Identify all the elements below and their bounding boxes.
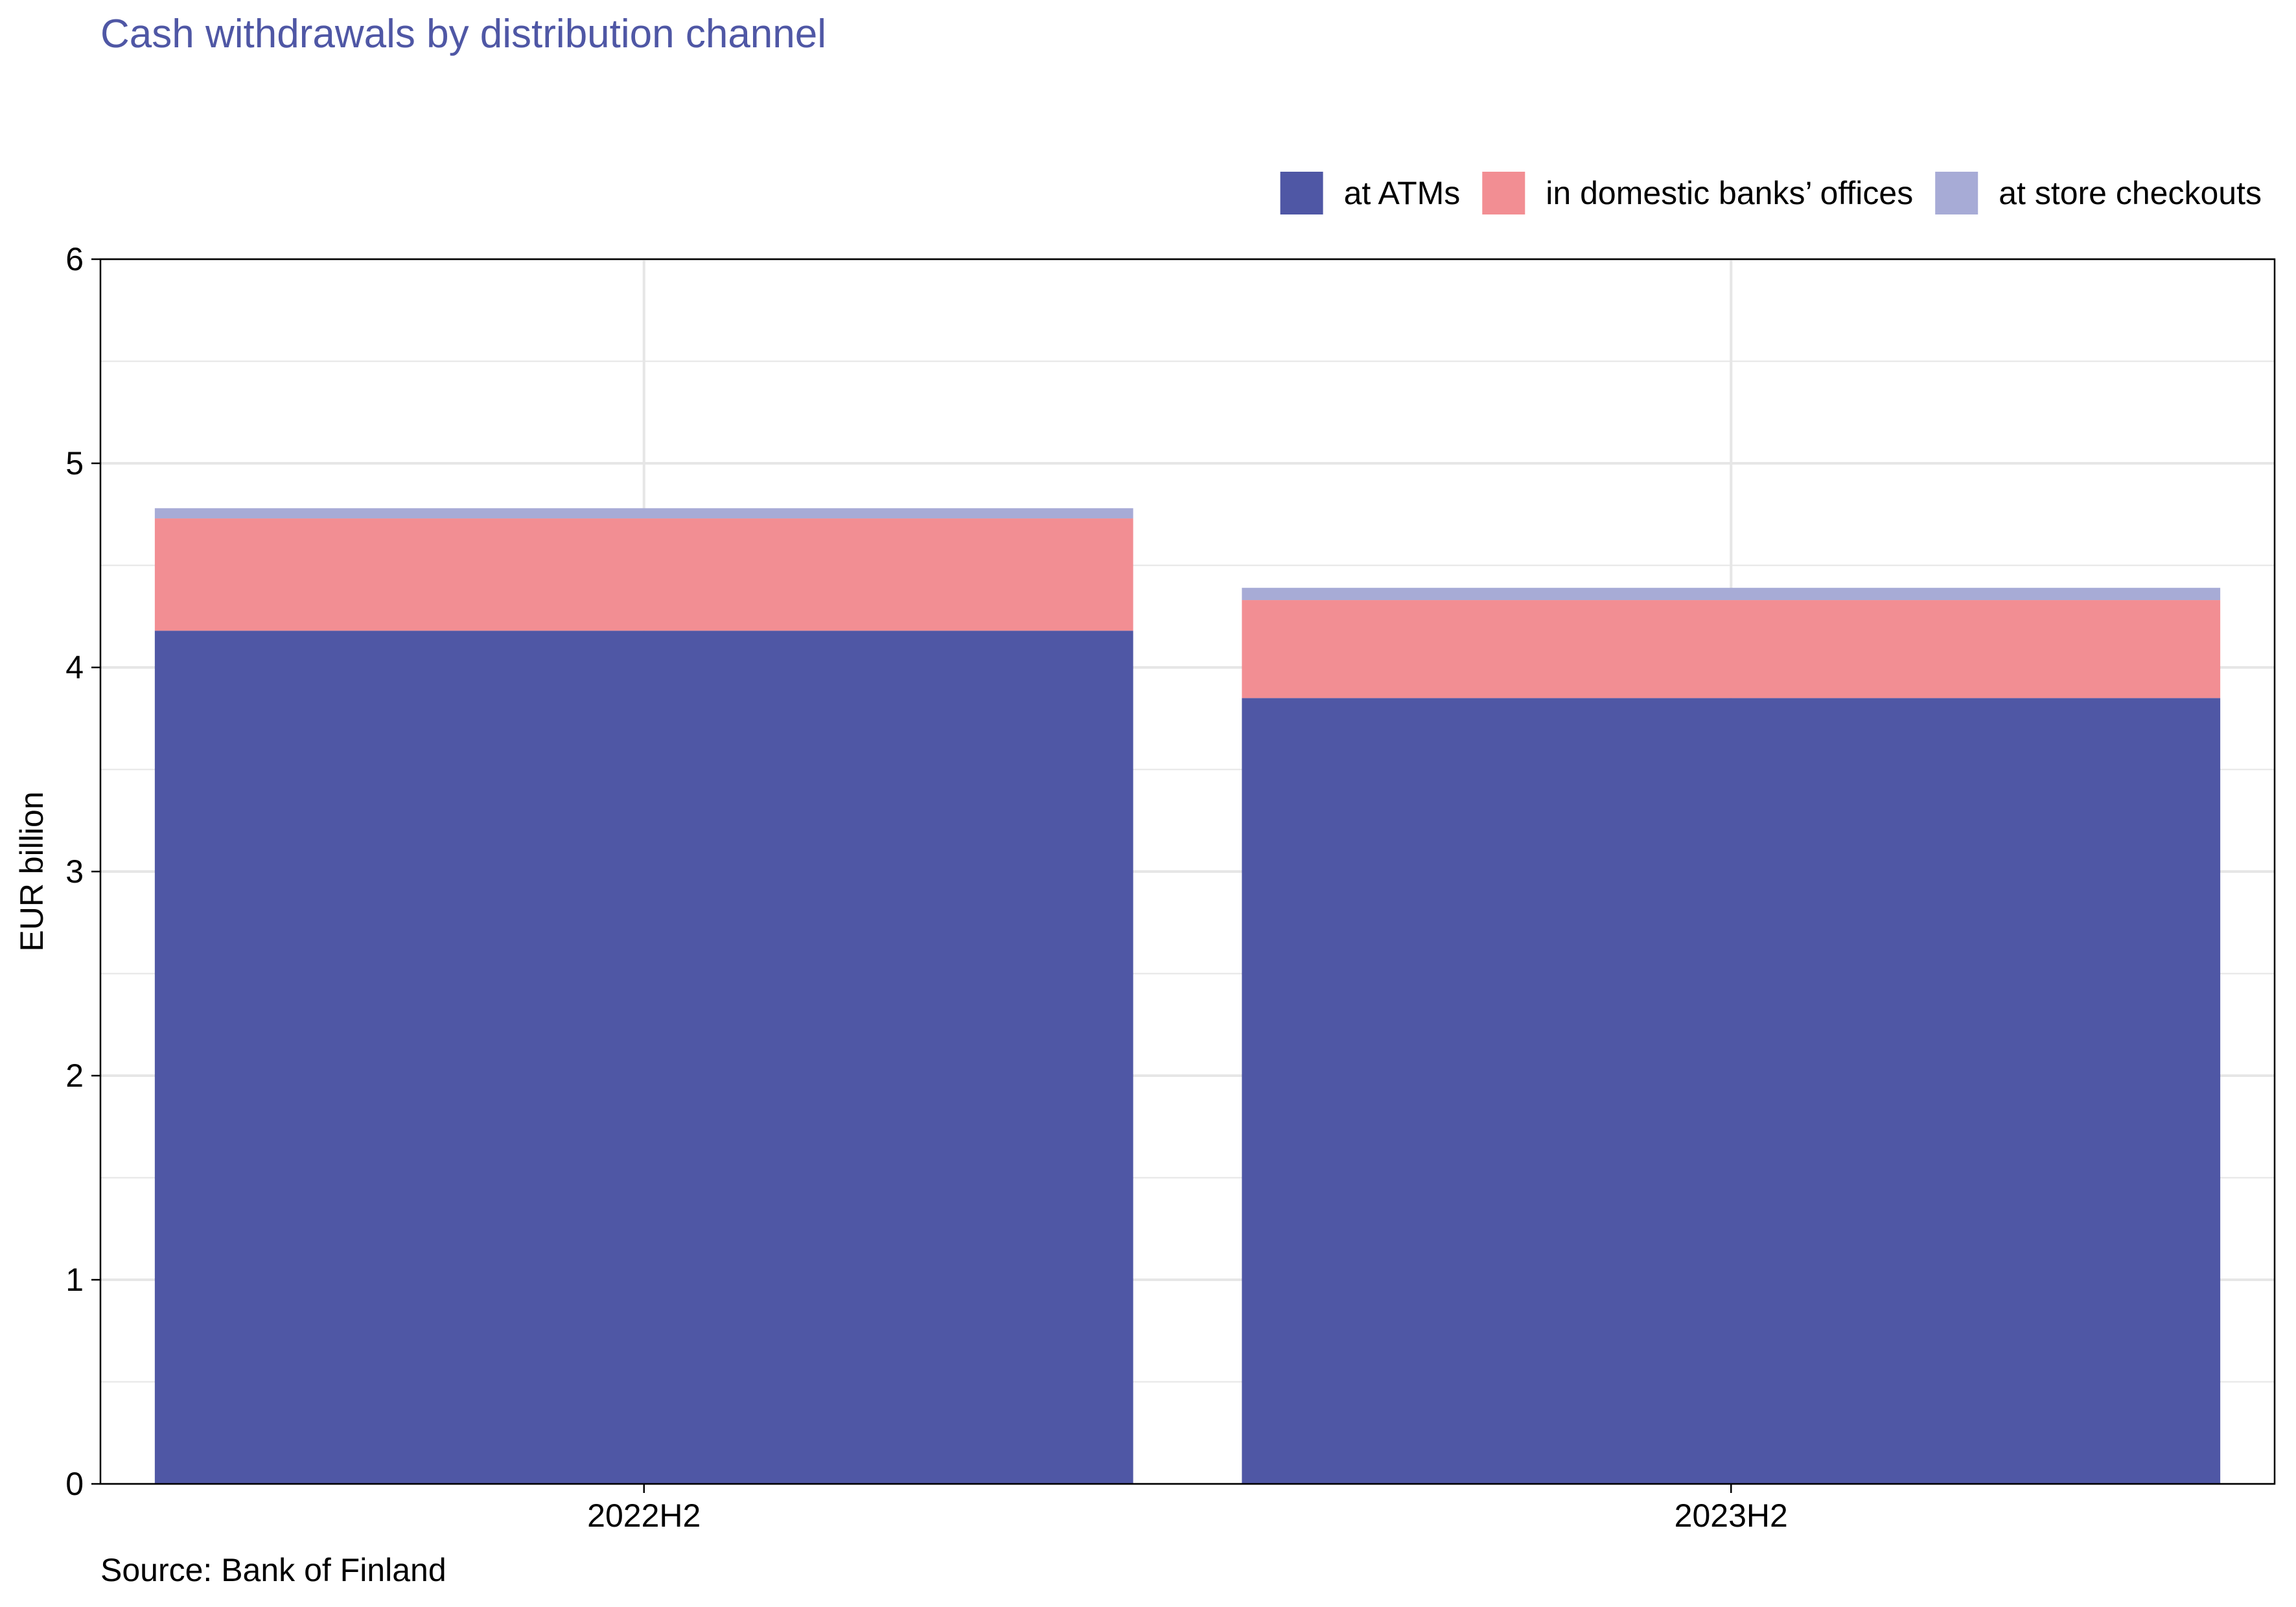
y-tick-label: 2 <box>65 1058 84 1094</box>
y-axis: 0 1 2 3 4 5 6 <box>65 241 100 1502</box>
y-tick-label: 4 <box>65 649 84 686</box>
y-tick-label: 1 <box>65 1262 84 1298</box>
chart-title: Cash withdrawals by distribution channel <box>100 12 826 56</box>
bar-at-atms-2022H2 <box>154 630 1133 1484</box>
legend-swatch <box>1280 172 1323 214</box>
y-tick-label: 5 <box>65 445 84 481</box>
x-axis: 2022H2 2023H2 <box>587 1484 1788 1534</box>
y-tick-label: 6 <box>65 241 84 277</box>
legend: at ATMs in domestic banks’ offices at stor… <box>1280 172 2262 214</box>
bar-at-atms-2023H2 <box>1242 698 2221 1484</box>
y-axis-title: EUR billion <box>14 791 50 951</box>
x-tick-label: 2022H2 <box>587 1497 701 1534</box>
legend-swatch <box>1482 172 1525 214</box>
y-tick-label: 0 <box>65 1466 84 1502</box>
source-note: Source: Bank of Finland <box>100 1552 446 1588</box>
bars <box>154 508 2221 1484</box>
legend-label: at ATMs <box>1344 175 1461 211</box>
bar-at-store-checkouts-2023H2 <box>1242 588 2221 601</box>
bar-in-domestic-banks-offices-2023H2 <box>1242 600 2221 699</box>
y-tick-label: 3 <box>65 853 84 890</box>
legend-label: at store checkouts <box>1999 175 2262 211</box>
legend-label: in domestic banks’ offices <box>1546 175 1913 211</box>
x-tick-label: 2023H2 <box>1675 1497 1788 1534</box>
bar-at-store-checkouts-2022H2 <box>154 508 1133 519</box>
legend-swatch <box>1935 172 1978 214</box>
bar-in-domestic-banks-offices-2022H2 <box>154 518 1133 631</box>
